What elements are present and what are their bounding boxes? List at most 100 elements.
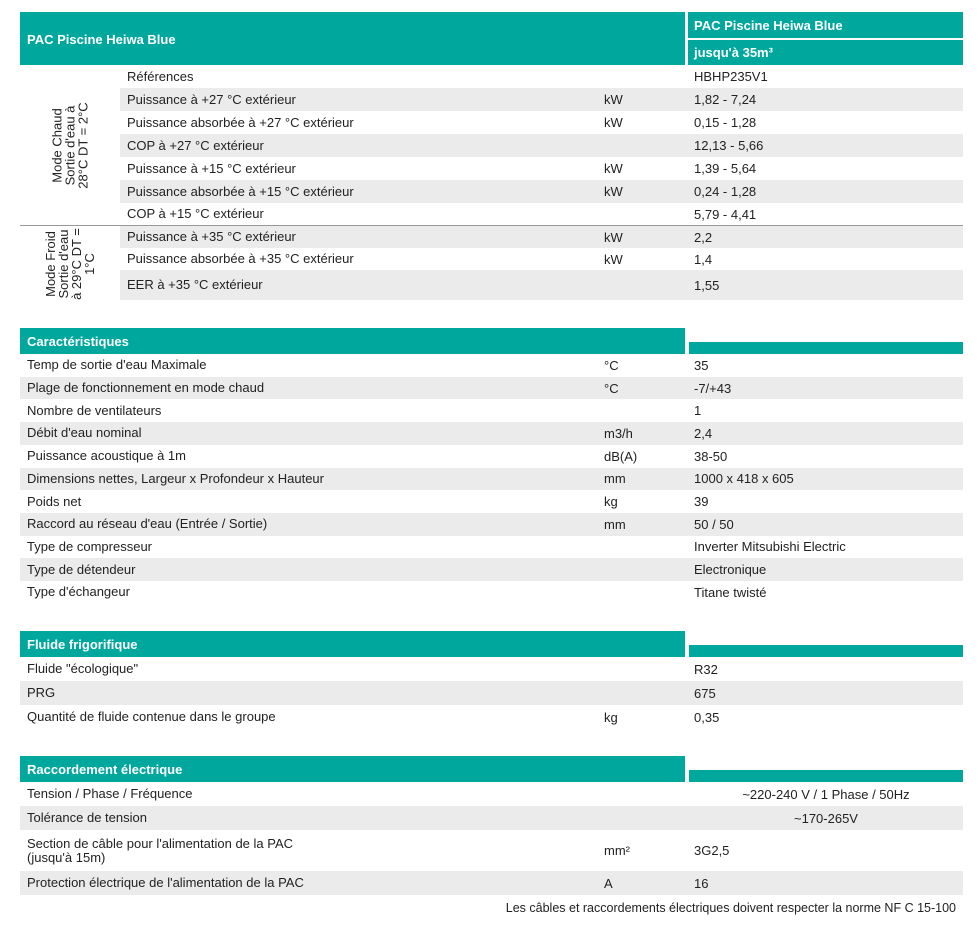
row-value: 1000 x 418 x 605 (694, 471, 794, 487)
row-value: 12,13 - 5,66 (694, 138, 764, 153)
row-background (20, 512, 963, 536)
table-row: EER à +35 °C extérieur 1,55 (20, 270, 963, 300)
row-label: Quantité de fluide contenue dans le grou… (27, 709, 276, 724)
row-value: ~220-240 V / 1 Phase / 50Hz (742, 786, 910, 802)
row-background (20, 376, 963, 400)
table-row: Puissance absorbée à +27 °C extérieur kW… (20, 111, 963, 134)
column-header-model: PAC Piscine Heiwa Blue (688, 12, 963, 38)
row-unit: kg (604, 709, 618, 725)
row-background (120, 270, 963, 300)
section-header-bar (689, 645, 963, 657)
row-value: 38-50 (694, 448, 728, 464)
row-unit: kW (604, 184, 623, 199)
row-value: 2,4 (694, 425, 713, 441)
row-label: Puissance absorbée à +15 °C extérieur (127, 183, 354, 199)
table-row: Puissance à +15 °C extérieur kW 1,39 - 5… (20, 157, 963, 180)
row-label: Nombre de ventilateurs (27, 402, 162, 418)
row-background (120, 88, 963, 111)
row-value: 1,82 - 7,24 (694, 92, 757, 107)
row-label: Plage de fonctionnement en mode chaud (27, 380, 265, 396)
group-divider (20, 225, 963, 226)
row-value: Electronique (694, 562, 767, 578)
row-value: 3G2,5 (694, 843, 730, 858)
table-row: PRG 675 (20, 681, 963, 705)
row-label: COP à +15 °C extérieur (127, 206, 264, 221)
table-row: Dimensions nettes, Largeur x Profondeur … (20, 467, 963, 491)
row-unit: kW (604, 229, 623, 245)
row-value: 5,79 - 4,41 (694, 206, 757, 222)
section-header-bar (689, 770, 963, 782)
row-label: Tolérance de tension (27, 810, 147, 825)
row-unit: kW (604, 161, 623, 176)
table-row: Puissance absorbée à +35 °C extérieur kW… (20, 248, 963, 270)
row-value: ~170-265V (794, 810, 858, 826)
table-title-header: PAC Piscine Heiwa Blue (20, 12, 685, 65)
row-value: 39 (694, 494, 709, 510)
row-value: 1 (694, 403, 702, 419)
table-row: Tolérance de tension ~170-265V (20, 806, 963, 830)
table-row: Type d'échangeur Titane twisté (20, 581, 963, 604)
section-header: Caractéristiques (20, 328, 685, 354)
table-row: Plage de fonctionnement en mode chaud °C… (20, 376, 963, 400)
row-background (20, 399, 963, 422)
row-value: 50 / 50 (694, 516, 734, 532)
section-header: Raccordement électrique (20, 756, 685, 782)
row-unit: °C (604, 380, 619, 396)
table-row: Puissance absorbée à +15 °C extérieur kW… (20, 180, 963, 203)
row-value: Titane twisté (694, 584, 767, 600)
table-row: Type de compresseur Inverter Mitsubishi … (20, 536, 963, 559)
table-row: COP à +27 °C extérieur 12,13 - 5,66 (20, 134, 963, 157)
row-label: Fluide "écologique" (27, 661, 139, 676)
row-label: Section de câble pour l'alimentation de … (27, 835, 294, 865)
footer-note: Les câbles et raccordements électriques … (505, 901, 956, 915)
row-background (20, 558, 963, 581)
row-value: 16 (694, 875, 709, 891)
row-value: 1,39 - 5,64 (694, 161, 757, 176)
row-label: PRG (27, 685, 56, 700)
section-header-bar (689, 342, 963, 354)
row-background (120, 134, 963, 157)
row-unit: °C (604, 357, 619, 373)
table-row: Quantité de fluide contenue dans le grou… (20, 705, 963, 729)
row-label: Puissance à +35 °C extérieur (127, 229, 296, 244)
row-background (20, 806, 963, 830)
row-label: Puissance à +27 °C extérieur (127, 91, 296, 107)
row-background (20, 490, 963, 513)
row-label: Puissance absorbée à +27 °C extérieur (127, 114, 354, 130)
row-label: Protection électrique de l'alimentation … (27, 875, 304, 890)
row-label: COP à +27 °C extérieur (127, 137, 264, 153)
row-label: Débit d'eau nominal (27, 425, 142, 441)
row-unit: kW (604, 92, 623, 107)
table-row: Références HBHP235V1 (20, 65, 963, 88)
row-value: Inverter Mitsubishi Electric (694, 539, 846, 555)
row-unit: mm (604, 516, 626, 532)
table-row: Poids net kg 39 (20, 490, 963, 513)
row-label: Type de détendeur (27, 561, 136, 577)
table-row: Nombre de ventilateurs 1 (20, 399, 963, 422)
row-unit: mm² (604, 843, 630, 858)
row-unit: dB(A) (604, 448, 638, 464)
table-row: Puissance à +35 °C extérieur kW 2,2 (20, 226, 963, 248)
row-unit: kg (604, 494, 618, 510)
row-value: 1,55 (694, 277, 720, 293)
row-value: 675 (694, 685, 716, 701)
row-label: EER à +35 °C extérieur (127, 277, 263, 292)
row-background (20, 581, 963, 604)
row-unit: kW (604, 115, 623, 130)
row-background (20, 871, 963, 895)
row-unit: A (604, 875, 613, 891)
table-row: Section de câble pour l'alimentation de … (20, 830, 963, 871)
row-background (120, 65, 963, 88)
table-title: PAC Piscine Heiwa Blue (27, 32, 176, 47)
table-row: Raccord au réseau d'eau (Entrée / Sortie… (20, 512, 963, 536)
table-row: Fluide "écologique" R32 (20, 657, 963, 681)
row-value: 0,35 (694, 709, 720, 725)
row-label: Poids net (27, 493, 82, 509)
row-background (20, 467, 963, 491)
row-background (20, 681, 963, 705)
row-unit: mm (604, 471, 626, 487)
row-unit: m3/h (604, 425, 633, 441)
row-label: Tension / Phase / Fréquence (27, 786, 193, 801)
table-row: Protection électrique de l'alimentation … (20, 871, 963, 895)
row-value: 1,4 (694, 251, 713, 267)
